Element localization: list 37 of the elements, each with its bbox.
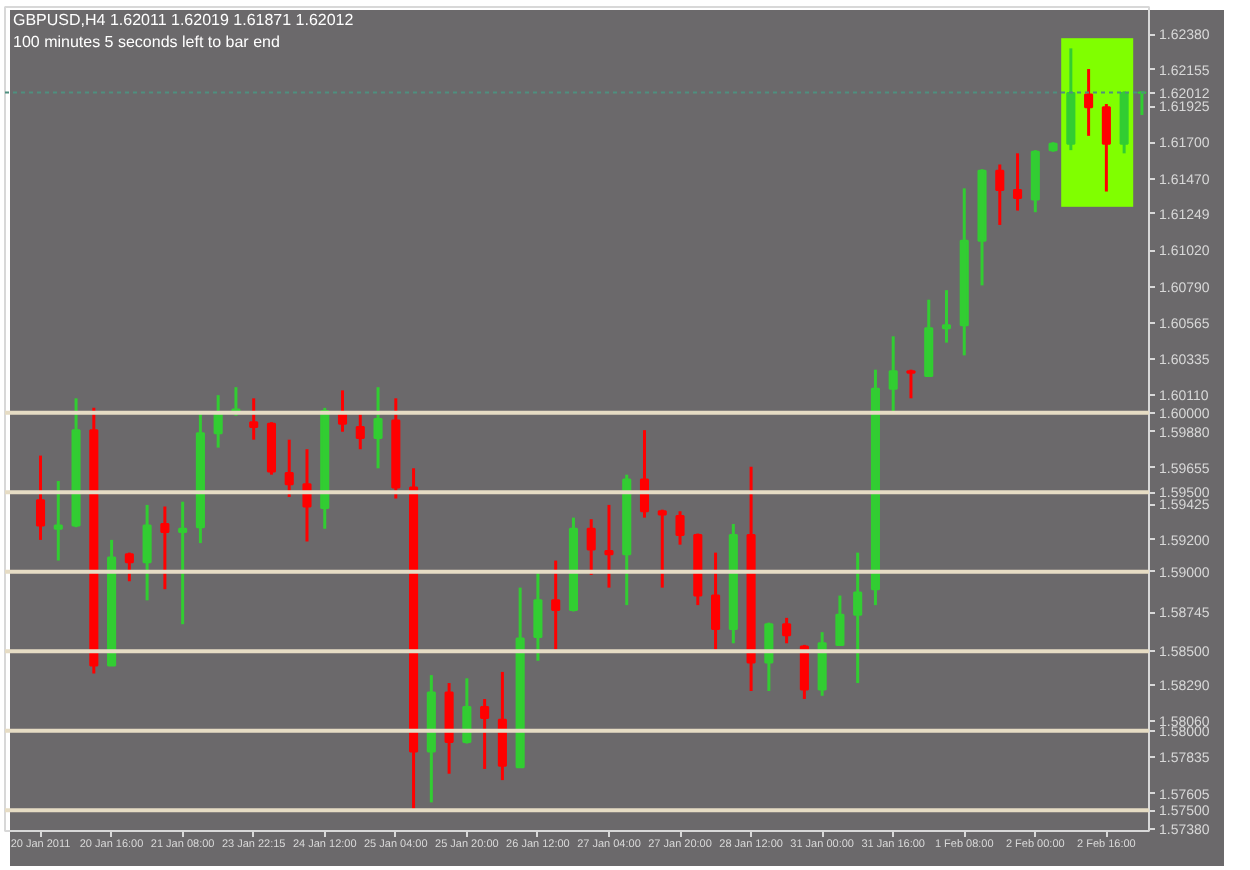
candlestick	[497, 670, 507, 782]
candlestick	[675, 509, 685, 547]
candlestick	[586, 517, 596, 577]
chart-title: GBPUSD,H4 1.62011 1.62019 1.61871 1.62012	[13, 11, 355, 29]
candlestick	[35, 454, 46, 542]
candlestick	[124, 551, 134, 583]
candlestick	[373, 385, 383, 470]
candlestick	[888, 334, 898, 413]
candlestick	[604, 503, 614, 590]
candlestick	[160, 504, 170, 591]
candlestick	[711, 551, 721, 652]
candlestick	[995, 162, 1005, 227]
candlestick	[924, 298, 934, 378]
candlestick	[1101, 102, 1111, 194]
candlestick	[1012, 151, 1023, 213]
candlestick	[799, 643, 809, 701]
candlestick	[817, 630, 827, 698]
candlestick	[53, 479, 63, 563]
candlestick	[835, 594, 845, 647]
candlestick	[551, 559, 561, 652]
candlestick	[941, 288, 952, 345]
candlestick	[853, 551, 863, 685]
candlestick	[249, 396, 259, 442]
candlestick	[284, 438, 294, 499]
candlestick	[302, 447, 312, 543]
candlestick	[533, 570, 543, 663]
text: 100 minutes 5 seconds left to bar end	[13, 33, 280, 51]
candlestick	[355, 412, 365, 451]
candlestick	[1084, 67, 1094, 138]
candlestick	[1030, 148, 1040, 214]
candlestick	[657, 508, 667, 590]
candlestick	[480, 697, 490, 771]
candlestick	[782, 616, 792, 645]
candlestick	[178, 500, 188, 626]
candlestick	[142, 503, 152, 602]
candlestick	[906, 368, 916, 400]
candlestick	[266, 420, 277, 477]
